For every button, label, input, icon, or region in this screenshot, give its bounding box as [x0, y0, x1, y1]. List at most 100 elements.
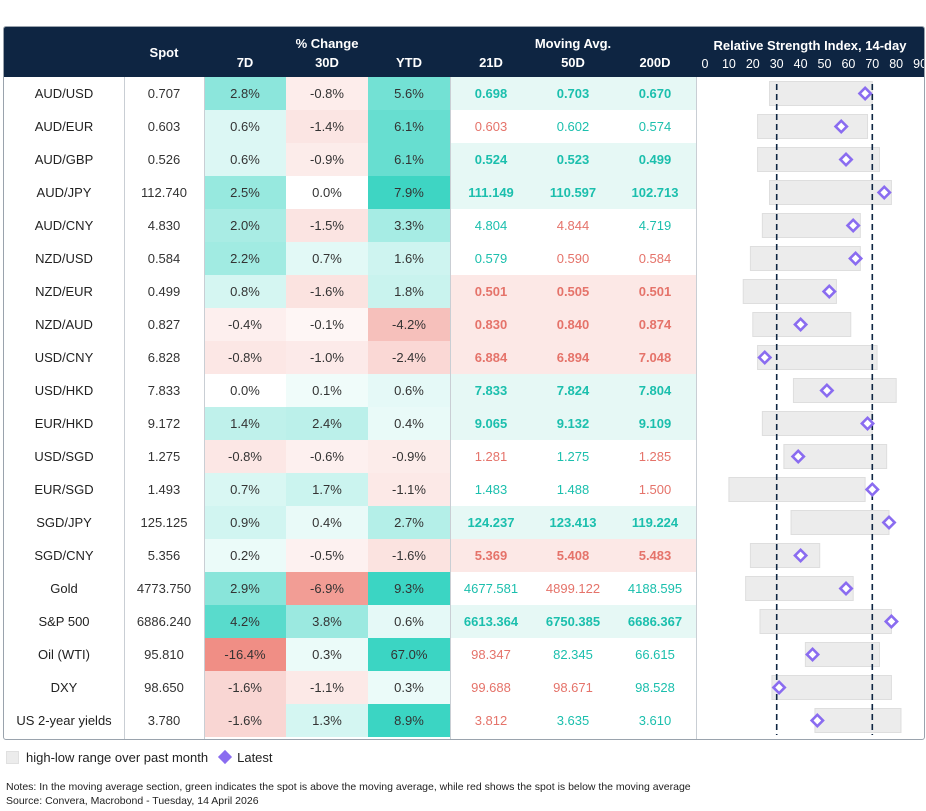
moving-avg-200d: 98.528 — [635, 680, 675, 695]
moving-avg-200d: 0.501 — [614, 275, 696, 308]
header-ytd: YTD — [396, 55, 422, 70]
moving-avg-21d: 6613.364 — [450, 605, 532, 638]
pair-name: Gold — [50, 581, 78, 596]
moving-avg-50d: 82.345 — [553, 647, 593, 662]
change-30d: 0.3% — [286, 638, 368, 671]
moving-avg-50d: 9.132 — [532, 407, 614, 440]
moving-avg-21d: 5.369 — [450, 539, 532, 572]
change-30d: -1.4% — [286, 110, 368, 143]
legend-latest-label: Latest — [237, 749, 273, 765]
change-7d: 2.2% — [204, 242, 286, 275]
header-moving-avg: Moving Avg. — [534, 36, 612, 51]
pair-name: AUD/USD — [34, 86, 94, 101]
change-ytd: 6.1% — [368, 110, 450, 143]
moving-avg-50d: 4.844 — [556, 218, 590, 233]
range-swatch — [6, 750, 19, 764]
pair-name: AUD/GBP — [34, 152, 94, 167]
pair-name: USD/CNY — [34, 350, 94, 365]
change-ytd: 8.9% — [368, 704, 450, 737]
moving-avg-50d: 3.635 — [556, 713, 590, 728]
table-row: NZD/EUR 0.499 0.8% -1.6% 1.8% 0.501 0.505 0.501 — [4, 275, 924, 308]
moving-avg-21d: 99.688 — [471, 680, 511, 695]
moving-avg-50d: 98.671 — [553, 680, 593, 695]
change-ytd: 2.7% — [368, 506, 450, 539]
moving-avg-200d: 0.874 — [614, 308, 696, 341]
change-30d: 1.3% — [286, 704, 368, 737]
change-7d: 0.6% — [204, 143, 286, 176]
table-row: DXY 98.650 -1.6% -1.1% 0.3% 99.688 98.671 98.52… — [4, 671, 924, 704]
spot-value: 0.526 — [147, 152, 181, 167]
change-7d: -16.4% — [204, 638, 286, 671]
moving-avg-200d: 7.804 — [614, 374, 696, 407]
change-30d: 0.7% — [286, 242, 368, 275]
change-ytd: 1.8% — [368, 275, 450, 308]
moving-avg-200d: 102.713 — [614, 176, 696, 209]
moving-avg-50d: 0.703 — [532, 77, 614, 110]
spot-value: 125.125 — [140, 515, 188, 530]
table-row: AUD/CNY 4.830 2.0% -1.5% 3.3% 4.804 4.844 4.719 — [4, 209, 924, 242]
pair-name: NZD/USD — [35, 251, 93, 266]
divider-ma — [696, 77, 697, 739]
rsi-tick-label: 0 — [701, 57, 709, 71]
pair-name: S&P 500 — [38, 614, 90, 629]
change-7d: 2.5% — [204, 176, 286, 209]
spot-value: 7.833 — [147, 383, 181, 398]
legend-range-label: high-low range over past month — [26, 749, 209, 765]
change-ytd: 9.3% — [368, 572, 450, 605]
change-ytd: -1.6% — [368, 539, 450, 572]
moving-avg-21d: 1.281 — [474, 449, 508, 464]
moving-avg-50d: 0.523 — [532, 143, 614, 176]
spot-value: 6886.240 — [136, 614, 192, 629]
table-row: NZD/USD 0.584 2.2% 0.7% 1.6% 0.579 0.590 0.584 — [4, 242, 924, 275]
moving-avg-21d: 111.149 — [450, 176, 532, 209]
moving-avg-200d: 1.285 — [638, 449, 672, 464]
moving-avg-200d: 119.224 — [614, 506, 696, 539]
change-7d: 2.0% — [204, 209, 286, 242]
change-30d: -0.1% — [286, 308, 368, 341]
table-row: Gold 4773.750 2.9% -6.9% 9.3% 4677.581 4899.12… — [4, 572, 924, 605]
moving-avg-50d: 6.894 — [532, 341, 614, 374]
moving-avg-200d: 6686.367 — [614, 605, 696, 638]
pair-name: US 2-year yields — [16, 713, 112, 728]
change-ytd: 1.6% — [368, 242, 450, 275]
moving-avg-21d: 9.065 — [450, 407, 532, 440]
change-ytd: 7.9% — [368, 176, 450, 209]
pair-name: AUD/EUR — [34, 119, 94, 134]
spot-value: 95.810 — [144, 647, 184, 662]
change-30d: 2.4% — [286, 407, 368, 440]
moving-avg-50d: 4899.122 — [545, 581, 601, 596]
table-row: US 2-year yields 3.780 -1.6% 1.3% 8.9% 3.812 3… — [4, 704, 924, 737]
table-row: EUR/HKD 9.172 1.4% 2.4% 0.4% 9.065 9.132 9.109 — [4, 407, 924, 440]
moving-avg-21d: 0.501 — [450, 275, 532, 308]
pair-name: AUD/CNY — [34, 218, 94, 233]
change-7d: 2.8% — [204, 77, 286, 110]
spot-value: 0.499 — [147, 284, 181, 299]
header-200d: 200D — [639, 55, 671, 70]
moving-avg-200d: 0.670 — [614, 77, 696, 110]
moving-avg-21d: 0.830 — [450, 308, 532, 341]
moving-avg-200d: 0.584 — [638, 251, 672, 266]
table-row: USD/CNY 6.828 -0.8% -1.0% -2.4% 6.884 6.894 7.0… — [4, 341, 924, 374]
header-pct-change: % Change — [295, 36, 359, 51]
footnotes: Notes: In the moving average section, gr… — [6, 780, 691, 808]
spot-value: 9.172 — [147, 416, 181, 431]
change-ytd: 5.6% — [368, 77, 450, 110]
spot-value: 0.584 — [147, 251, 181, 266]
moving-avg-50d: 0.602 — [556, 119, 590, 134]
pair-name: SGD/JPY — [36, 515, 92, 530]
change-ytd: -0.9% — [368, 440, 450, 473]
change-30d: 3.8% — [286, 605, 368, 638]
pair-name: DXY — [50, 680, 78, 695]
change-30d: -1.1% — [286, 671, 368, 704]
diamond-icon — [218, 749, 233, 765]
spot-value: 0.827 — [147, 317, 181, 332]
moving-avg-50d: 6750.385 — [532, 605, 614, 638]
moving-avg-21d: 6.884 — [450, 341, 532, 374]
table-row: USD/HKD 7.833 0.0% 0.1% 0.6% 7.833 7.824 7.804 — [4, 374, 924, 407]
rsi-tick-label: 50 — [817, 57, 832, 71]
divider-pair — [124, 77, 125, 739]
moving-avg-200d: 1.500 — [638, 482, 672, 497]
table-row: AUD/GBP 0.526 0.6% -0.9% 6.1% 0.524 0.523 0.499 — [4, 143, 924, 176]
moving-avg-21d: 4677.581 — [463, 581, 519, 596]
pair-name: NZD/AUD — [35, 317, 93, 332]
